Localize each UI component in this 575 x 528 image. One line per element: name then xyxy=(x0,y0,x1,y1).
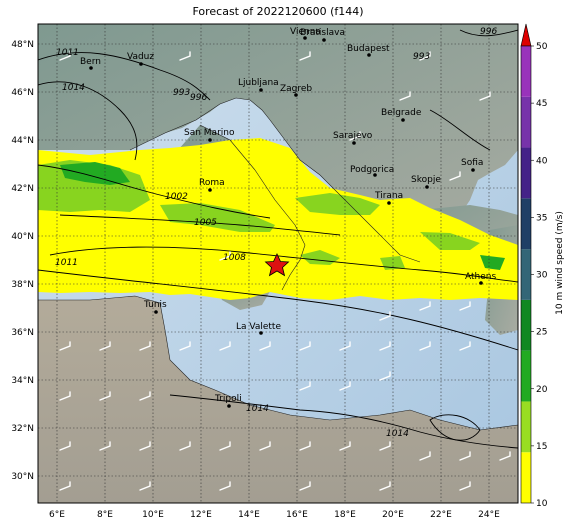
colorbar-tick-label: 35 xyxy=(536,213,547,223)
colorbar-block xyxy=(521,46,531,97)
y-tick-label: 36°N xyxy=(11,328,34,338)
city-label: Vaduz xyxy=(127,52,154,62)
isobar-label: 993 xyxy=(413,52,430,62)
colorbar-block xyxy=(521,249,531,300)
city-label: Belgrade xyxy=(381,108,422,118)
colorbar-tick-label: 20 xyxy=(536,385,548,395)
map-area: Bern Vaduz Vienna Bratislava Budapest Lj… xyxy=(38,24,518,503)
city-label: Tirana xyxy=(374,191,403,201)
colorbar-label: 10 m wind speed (m/s) xyxy=(555,211,565,315)
isobars xyxy=(38,29,518,449)
city-label: Tripoli xyxy=(214,394,242,404)
wind-band-20 xyxy=(60,162,130,185)
map-title: Forecast of 2022120600 (f144) xyxy=(192,5,364,18)
colorbar-block xyxy=(521,299,531,351)
city-label: Tunis xyxy=(143,300,167,310)
city-label: San Marino xyxy=(184,128,235,138)
city-label: Sarajevo xyxy=(333,131,373,141)
x-tick-label: 6°E xyxy=(49,510,65,520)
coastlines xyxy=(38,97,518,431)
colorbar-tick-label: 40 xyxy=(536,156,548,166)
colorbar-block xyxy=(521,198,531,250)
y-tick-label: 46°N xyxy=(11,88,34,98)
city-label: Bratislava xyxy=(300,28,345,38)
y-tick-label: 34°N xyxy=(11,376,34,386)
city-label: Podgorica xyxy=(350,165,394,175)
city-label: Roma xyxy=(199,178,225,188)
colorbar-tick-label: 45 xyxy=(536,99,547,109)
x-axis: 6°E 8°E 10°E 12°E 14°E 16°E 18°E 20°E 22… xyxy=(49,510,500,520)
y-tick-label: 32°N xyxy=(11,424,34,434)
y-tick-label: 42°N xyxy=(11,184,34,194)
isobar-label: 1008 xyxy=(223,253,246,263)
x-tick-label: 18°E xyxy=(334,510,356,520)
isobar-label: 1011 xyxy=(55,258,78,268)
y-axis: 48°N 46°N 44°N 42°N 40°N 38°N 36°N 34°N … xyxy=(11,40,34,482)
city-label: La Valette xyxy=(236,322,281,332)
storm-center-star-icon xyxy=(264,253,290,277)
x-tick-label: 8°E xyxy=(97,510,113,520)
map-frame xyxy=(37,23,519,504)
y-tick-label: 48°N xyxy=(11,40,34,50)
x-tick-label: 24°E xyxy=(478,510,500,520)
colorbar-block xyxy=(521,147,531,199)
isobar-label: 1005 xyxy=(194,218,217,228)
isobar-label: 996 xyxy=(480,27,497,37)
isobar-label: 1014 xyxy=(62,83,85,93)
isobar-label: 1014 xyxy=(246,404,269,414)
x-tick-label: 22°E xyxy=(430,510,452,520)
colorbar-extend-arrow xyxy=(520,23,532,47)
wind-band-15 xyxy=(295,193,380,215)
x-tick-label: 20°E xyxy=(382,510,404,520)
y-tick-label: 40°N xyxy=(11,232,34,242)
colorbar-tick-label: 15 xyxy=(536,442,547,452)
wind-band-15 xyxy=(420,232,480,250)
wind-band-15 xyxy=(380,256,405,270)
x-tick-label: 12°E xyxy=(190,510,212,520)
city-label: Zagreb xyxy=(280,84,312,94)
colorbar-tick-label: 30 xyxy=(536,271,548,281)
x-tick-label: 10°E xyxy=(142,510,164,520)
colorbar-block xyxy=(521,350,531,402)
y-tick-label: 38°N xyxy=(11,280,34,290)
colorbar: 10 15 20 25 30 35 40 45 50 10 m wind speed (m/s) xyxy=(520,23,565,509)
city-label: Skopje xyxy=(411,175,441,185)
x-tick-label: 14°E xyxy=(238,510,260,520)
colorbar-block xyxy=(521,96,531,148)
wind-band-20 xyxy=(480,255,505,270)
isobar-label: 996 xyxy=(190,93,207,103)
colorbar-tick-label: 50 xyxy=(536,42,548,52)
city-label: Budapest xyxy=(347,44,390,54)
y-tick-label: 30°N xyxy=(11,472,34,482)
isobar-label: 1002 xyxy=(165,192,188,202)
graticule xyxy=(38,24,518,503)
city-label: Vienna xyxy=(290,27,321,37)
city-label: Sofia xyxy=(461,158,483,168)
city-label: Ljubljana xyxy=(238,78,279,88)
isobar-labels: 1011 1014 996 993 1002 1005 1008 1011 10… xyxy=(55,27,497,439)
colorbar-block xyxy=(521,401,531,453)
isobar-label: 1011 xyxy=(56,48,79,58)
city-label: Bern xyxy=(80,57,101,67)
colorbar-tick-label: 25 xyxy=(536,328,547,338)
wind-barbs xyxy=(59,51,511,491)
wind-band-15 xyxy=(160,203,275,232)
colorbar-tick-label: 10 xyxy=(536,499,548,509)
y-tick-label: 44°N xyxy=(11,136,34,146)
isobar-label: 1014 xyxy=(386,429,409,439)
cities: Bern Vaduz Vienna Bratislava Budapest Lj… xyxy=(80,27,496,408)
isobar-label: 993 xyxy=(173,88,190,98)
city-label: Athens xyxy=(465,272,496,282)
colorbar-block xyxy=(521,452,531,503)
x-tick-label: 16°E xyxy=(286,510,308,520)
land-africa xyxy=(38,296,518,503)
